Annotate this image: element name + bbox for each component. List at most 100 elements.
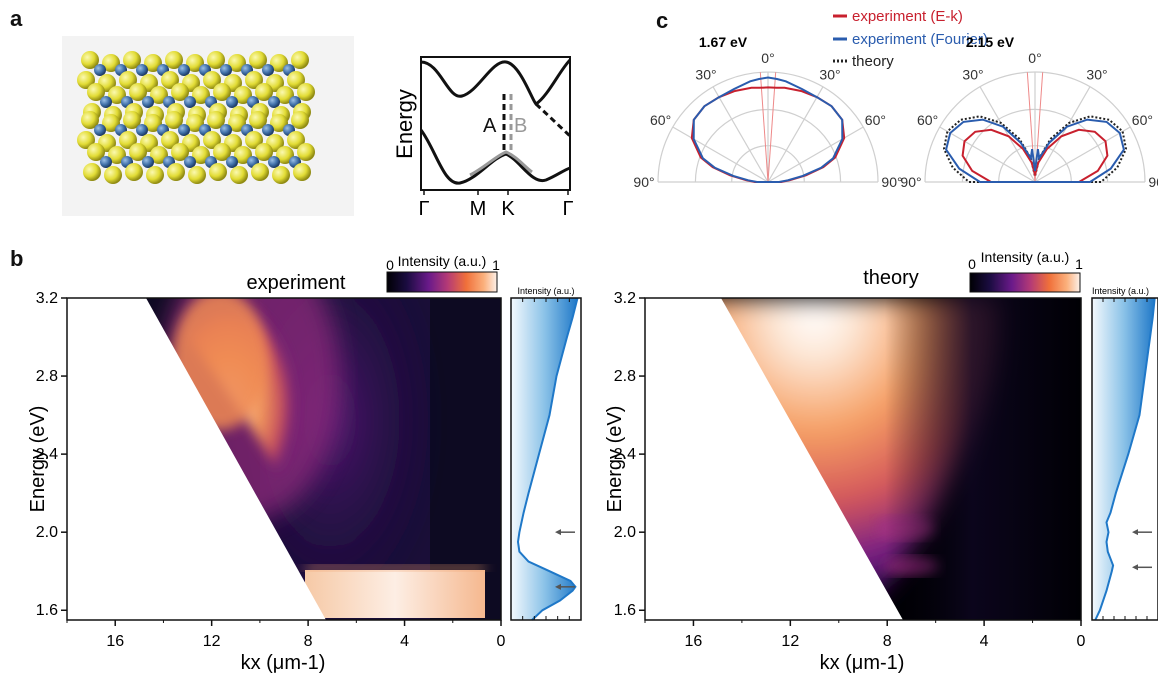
sulfur-atom	[167, 163, 185, 181]
polar-grid-spoke	[767, 126, 864, 183]
sulfur-atom	[287, 71, 305, 89]
metal-atom	[142, 96, 154, 108]
sulfur-atom	[77, 71, 95, 89]
sulfur-atom	[234, 86, 252, 104]
polar-angle-label: 30°	[695, 67, 716, 83]
sulfur-atom	[291, 51, 309, 69]
polar-angle-label: 90°	[900, 174, 921, 190]
side-profile-experiment-label: Intensity (a.u.)	[517, 286, 574, 296]
polar-angle-label: 60°	[650, 112, 671, 128]
x-tick-label: 8	[304, 633, 313, 650]
sulfur-atom	[123, 111, 141, 129]
polar-title: 2.15 eV	[966, 34, 1015, 50]
sulfur-atom	[161, 131, 179, 149]
y-tick-label: 3.2	[36, 290, 58, 307]
sulfur-atom	[77, 131, 95, 149]
side-profile-line	[1094, 297, 1156, 621]
side-profile-fill	[511, 298, 578, 620]
colorbar-experiment-min: 0	[386, 257, 394, 273]
sulfur-atom	[207, 51, 225, 69]
panel-label-a: a	[10, 6, 23, 31]
band-tick-label: Γ	[562, 198, 573, 220]
xlabel-text-theory: kx (μm-1)	[820, 652, 905, 674]
metal-atom	[268, 156, 280, 168]
metal-atom	[220, 64, 232, 76]
side-profile-theory: Intensity (a.u.)	[1091, 286, 1158, 621]
crystal-structure-illustration	[62, 36, 354, 216]
x-tick-label: 12	[781, 633, 799, 650]
sulfur-atom	[287, 131, 305, 149]
metal-atom	[136, 124, 148, 136]
sulfur-atom	[186, 114, 204, 132]
sulfur-atom	[108, 146, 126, 164]
metal-atom	[136, 64, 148, 76]
metal-atom	[226, 156, 238, 168]
colorbar-theory-min: 0	[968, 256, 976, 272]
sulfur-atom	[123, 51, 141, 69]
heatmap-experiment-ylabel: Energy (eV)	[27, 406, 49, 513]
sulfur-atom	[171, 83, 189, 101]
band-label-a: A	[483, 115, 497, 137]
sulfur-atom	[234, 146, 252, 164]
polar-grid-spoke	[939, 126, 1036, 183]
heatmap-theory-xlabel: kx (μm-1)	[820, 652, 905, 674]
y-tick-label: 2.0	[36, 524, 58, 541]
band-tick-label: K	[501, 198, 515, 220]
side-profile-experiment: Intensity (a.u.)	[510, 286, 582, 621]
sulfur-atom	[228, 114, 246, 132]
sulfur-atom	[276, 146, 294, 164]
sulfur-atom	[125, 163, 143, 181]
sulfur-atom	[272, 166, 290, 184]
sulfur-atom	[249, 51, 267, 69]
y-tick-label: 1.6	[36, 602, 58, 619]
sulfur-atom	[144, 114, 162, 132]
polar-angle-label: 30°	[1086, 67, 1107, 83]
polar-ek-curve	[961, 128, 1109, 183]
sulfur-atom	[192, 146, 210, 164]
polar-angle-label: 60°	[917, 112, 938, 128]
polar-center-line	[759, 72, 769, 183]
sulfur-atom	[108, 86, 126, 104]
x-tick-label: 4	[980, 633, 989, 650]
sulfur-atom	[213, 143, 231, 161]
polar-fourier-curve	[945, 118, 1125, 183]
sulfur-atom	[188, 166, 206, 184]
sulfur-atom	[161, 71, 179, 89]
heatmap-experiment: experiment Energy (eV) 16 12 8 4 0 1.6 2.0 2.4 2…	[27, 272, 506, 674]
sulfur-atom	[87, 83, 105, 101]
sulfur-atom	[165, 51, 183, 69]
x-tick-label: 16	[106, 633, 124, 650]
polar-grid-spoke	[1034, 126, 1131, 183]
sulfur-atom	[297, 143, 315, 161]
x-tick-label: 12	[203, 633, 221, 650]
sulfur-atom	[203, 131, 221, 149]
x-tick-label: 16	[685, 633, 703, 650]
band-tick-label: Γ	[418, 198, 429, 220]
colorbar-theory-max: 1	[1075, 256, 1083, 272]
polar-angle-label: 60°	[865, 112, 886, 128]
polar-angle-label: 90°	[881, 174, 902, 190]
metal-atom	[262, 124, 274, 136]
panel-label-b: b	[10, 246, 24, 271]
sulfur-atom	[291, 111, 309, 129]
heatmap-experiment-title: experiment	[247, 272, 346, 294]
heatmap-theory: theory Energy (eV) 16 12 8 4 0 1.6 2.0 2.4 2.8 3.…	[604, 267, 1086, 674]
sulfur-atom	[230, 166, 248, 184]
polar-grid-spoke	[712, 86, 769, 183]
legend-exp-fourier: experiment (Fourier)	[852, 31, 988, 48]
sulfur-atom	[251, 163, 269, 181]
sulfur-atom	[150, 146, 168, 164]
x-tick-label: 8	[883, 633, 892, 650]
sulfur-atom	[192, 86, 210, 104]
polar-center-line	[767, 72, 777, 183]
polar-grid-spoke	[979, 86, 1036, 183]
colorbar-experiment-max: 1	[492, 257, 500, 273]
arrow-head	[1132, 564, 1138, 571]
metal-atom	[262, 64, 274, 76]
sulfur-atom	[207, 111, 225, 129]
sulfur-atom	[249, 111, 267, 129]
sulfur-atom	[129, 83, 147, 101]
metal-atom	[220, 124, 232, 136]
colorbar-experiment-label: Intensity (a.u.)	[398, 253, 487, 269]
sulfur-atom	[146, 166, 164, 184]
